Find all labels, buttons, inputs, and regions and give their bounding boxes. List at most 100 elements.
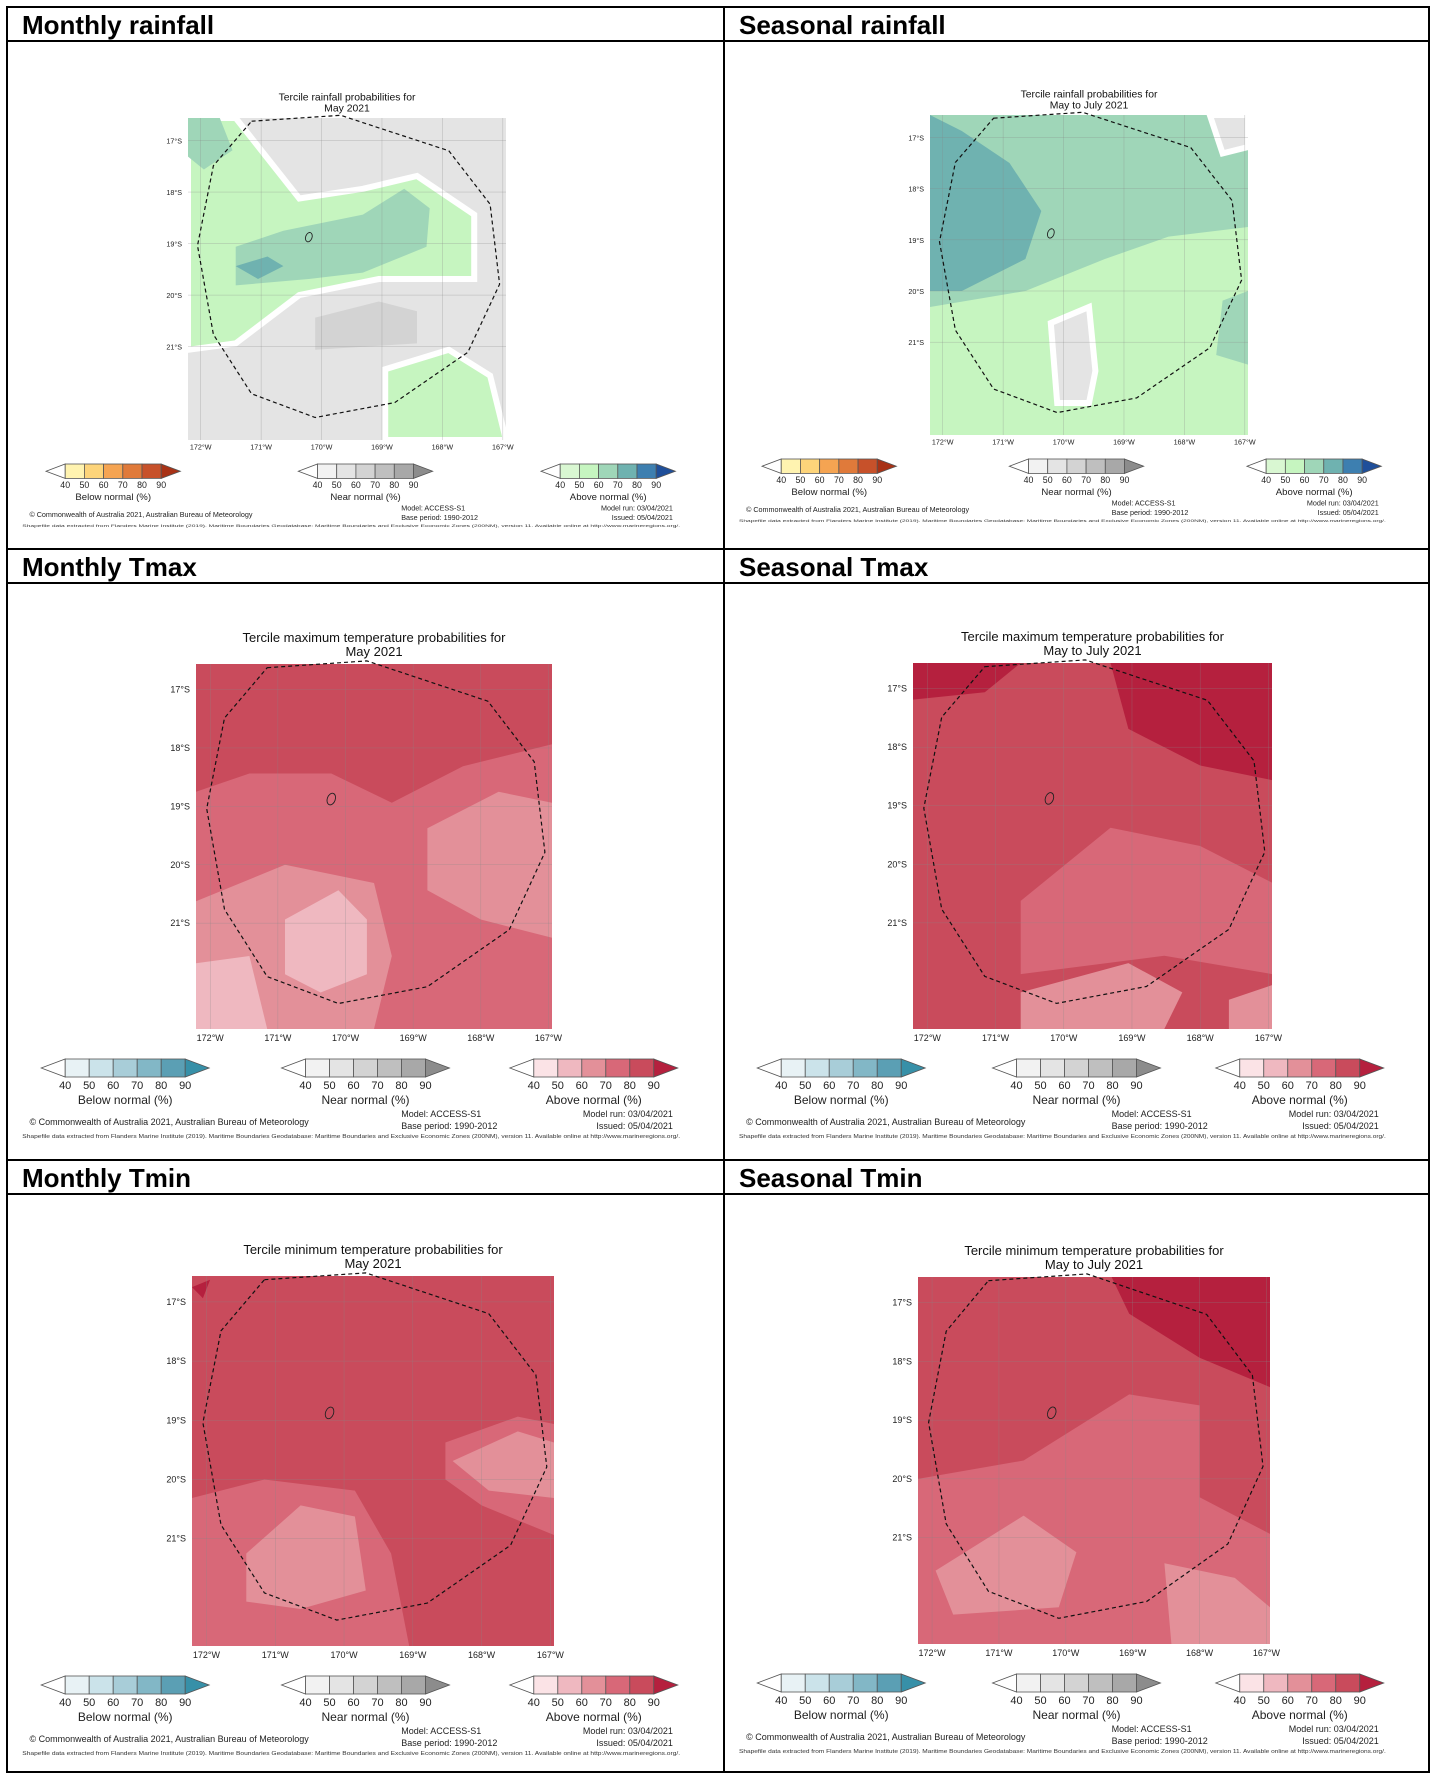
colorbar-tick-label: 40 xyxy=(528,1697,540,1709)
colorbar-tick-label: 60 xyxy=(347,1080,359,1092)
model-run: Model run: 03/04/2021 xyxy=(1289,1109,1379,1119)
model-name: Model: ACCESS-S1 xyxy=(1112,1109,1192,1119)
colorbar-segment xyxy=(804,1058,830,1078)
colorbar-extend-low xyxy=(1008,458,1029,474)
map-title-line2: May 2021 xyxy=(324,104,370,115)
colorbar-segment xyxy=(559,463,580,479)
colorbar-tick-label: 80 xyxy=(1100,475,1110,485)
latitude-label: 20°S xyxy=(166,1475,186,1485)
colorbar-tick-label: 60 xyxy=(1058,1695,1070,1707)
longitude-label: 168°W xyxy=(432,443,454,452)
map-title-line2: May to July 2021 xyxy=(1050,101,1129,112)
colorbar-tick-label: 40 xyxy=(528,1080,540,1092)
latitude-label: 20°S xyxy=(166,291,182,300)
colorbar-tick-label: 90 xyxy=(648,1080,660,1092)
colorbar-extend-low xyxy=(40,1058,66,1078)
colorbar-tick-label: 70 xyxy=(118,480,128,490)
colorbar-segment xyxy=(533,1058,559,1078)
colorbar-segment xyxy=(1311,1673,1337,1693)
colorbar-extend-low xyxy=(991,1673,1017,1693)
map-title-line1: Tercile maximum temperature probabilitie… xyxy=(961,629,1225,644)
colorbar-tick-label: 80 xyxy=(155,1697,167,1709)
colorbar-extend-high xyxy=(413,463,434,479)
probability-region xyxy=(196,664,552,803)
model-run: Model run: 03/04/2021 xyxy=(583,1726,673,1736)
colorbar-tick-label: 40 xyxy=(59,1080,71,1092)
colorbar-tick-label: 50 xyxy=(799,1080,811,1092)
colorbar-segment xyxy=(377,1675,402,1695)
probability-map xyxy=(192,1272,554,1646)
legend-colorbar: 40 50 60 70 80 90 Near normal (%) xyxy=(280,1058,451,1107)
copyright-notice: © Commonwealth of Australia 2021, Austra… xyxy=(29,1734,309,1744)
map-title-line2: May 2021 xyxy=(345,644,402,659)
map-title-line1: Tercile rainfall probabilities for xyxy=(279,92,416,103)
model-name: Model: ACCESS-S1 xyxy=(401,1726,481,1736)
colorbar-tick-label: 40 xyxy=(313,480,323,490)
colorbar-tick-label: 90 xyxy=(1130,1695,1142,1707)
niue-island-outline xyxy=(326,792,337,806)
colorbar-segment xyxy=(1265,458,1286,474)
colorbar-segment xyxy=(136,1675,162,1695)
colorbar-extend-high xyxy=(1359,1058,1385,1078)
colorbar-segment xyxy=(828,1673,854,1693)
colorbar-segment xyxy=(84,463,105,479)
colorbar-title: Above normal (%) xyxy=(1276,487,1353,498)
panel-header: Seasonal Tmax xyxy=(725,550,1428,584)
longitude-label: 170°W xyxy=(1052,1648,1080,1658)
figure-grid: Monthly rainfall Tercile rainfall probabi… xyxy=(6,6,1430,1773)
colorbar-segment xyxy=(636,463,657,479)
colorbar-segment xyxy=(1066,458,1087,474)
colorbar-segment xyxy=(88,1675,114,1695)
colorbar-tick-label: 90 xyxy=(409,480,419,490)
colorbar-segment xyxy=(305,1058,330,1078)
probability-map xyxy=(913,659,1272,1029)
colorbar-segment xyxy=(533,1675,559,1695)
colorbar-segment xyxy=(876,1058,902,1078)
legend-colorbar: 40 50 60 70 80 90 Below normal (%) xyxy=(760,458,898,498)
colorbar-tick-label: 50 xyxy=(1034,1080,1046,1092)
colorbar-segment xyxy=(819,458,840,474)
niue-island-outline xyxy=(1047,1406,1057,1420)
colorbar-extend-high xyxy=(1136,1673,1162,1693)
latitude-label: 17°S xyxy=(887,684,907,694)
monthly-tmin-panel: Monthly Tmin Tercile minimum temperature … xyxy=(8,1161,723,1771)
probability-region xyxy=(382,346,510,443)
shapefile-note: Shapefile data extracted from Flanders M… xyxy=(22,523,680,528)
map-title-line1: Tercile minimum temperature probabilitie… xyxy=(964,1243,1224,1258)
probability-map xyxy=(185,114,510,443)
colorbar-title: Near normal (%) xyxy=(1032,1093,1120,1107)
colorbar-segment xyxy=(1040,1673,1065,1693)
longitude-label: 169°W xyxy=(399,1650,427,1660)
colorbar-segment xyxy=(1028,458,1049,474)
model-run: Model run: 03/04/2021 xyxy=(601,503,673,512)
map-title-line2: May 2021 xyxy=(344,1256,401,1271)
colorbar-extend-low xyxy=(1245,458,1267,474)
colorbar-segment xyxy=(804,1673,830,1693)
colorbar-tick-label: 90 xyxy=(648,1697,660,1709)
colorbar-extend-low xyxy=(756,1673,782,1693)
colorbar-segment xyxy=(64,463,85,479)
colorbar-title: Below normal (%) xyxy=(791,487,867,498)
legend-colorbar: 40 50 60 70 80 90 Near normal (%) xyxy=(297,463,434,503)
colorbar-segment xyxy=(828,1058,854,1078)
colorbar-segment xyxy=(317,463,338,479)
latitude-label: 21°S xyxy=(166,343,182,352)
colorbar-segment xyxy=(1064,1673,1089,1693)
colorbar-segment xyxy=(1085,458,1106,474)
colorbar-tick-label: 70 xyxy=(131,1080,143,1092)
colorbar-extend-low xyxy=(44,463,66,479)
base-period: Base period: 1990-2012 xyxy=(401,513,478,522)
colorbar-tick-label: 90 xyxy=(895,1695,907,1707)
colorbar-segment xyxy=(605,1675,631,1695)
colorbar-tick-label: 90 xyxy=(419,1080,431,1092)
monthly-tmax-panel: Monthly Tmax Tercile maximum temperature … xyxy=(8,550,723,1159)
colorbar-tick-label: 70 xyxy=(370,480,380,490)
base-period: Base period: 1990-2012 xyxy=(1112,1736,1208,1746)
colorbar-segment xyxy=(1112,1058,1137,1078)
colorbar-extend-low xyxy=(1214,1058,1241,1078)
colorbar-title: Below normal (%) xyxy=(78,1710,173,1724)
latitude-label: 20°S xyxy=(170,860,190,870)
probability-region xyxy=(452,1431,554,1498)
map-title-line1: Tercile maximum temperature probabilitie… xyxy=(243,630,507,645)
probability-region xyxy=(1205,112,1251,157)
